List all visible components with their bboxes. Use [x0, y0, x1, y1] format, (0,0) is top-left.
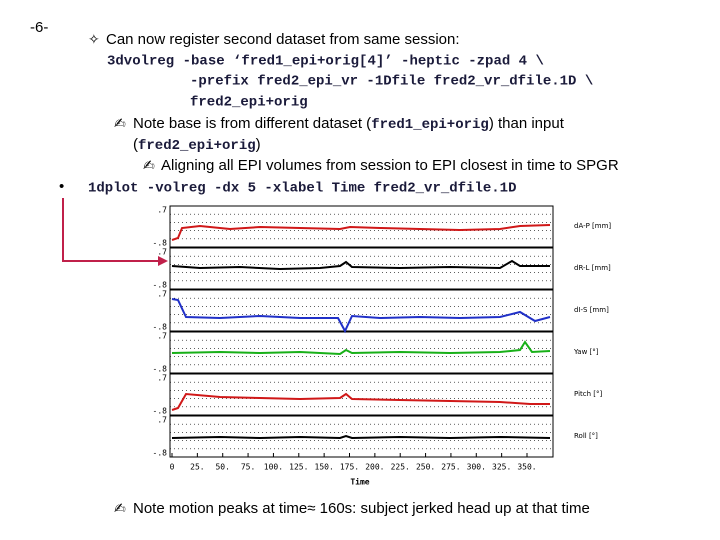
panel-label: Pitch [°] — [574, 390, 602, 398]
panel-label: dA-P [mm] — [574, 222, 611, 230]
note-code: fred1_epi+orig — [371, 117, 489, 133]
x-tick-label: 175. — [340, 463, 359, 472]
x-tick-label: 300. — [467, 463, 486, 472]
x-tick-label: 50. — [215, 463, 229, 472]
panel-label: dR-L [mm] — [574, 264, 611, 272]
trace — [171, 298, 551, 334]
note-line: (fred2_epi+orig) — [133, 136, 261, 154]
note-marker: ✍ — [114, 501, 126, 517]
panel-frame — [169, 415, 554, 458]
y-tick-label: -.8 — [153, 407, 168, 416]
x-tick-label: 125. — [289, 463, 308, 472]
note-code: fred2_epi+orig — [138, 138, 256, 154]
figure: dA-P [mm].7-.8dR-L [mm].7-.8dI-S [mm].7-… — [153, 205, 611, 487]
panel-frame — [169, 205, 554, 248]
bullet-marker: ✧ — [88, 32, 100, 48]
y-tick-label: -.8 — [153, 239, 168, 248]
arrow — [62, 198, 158, 262]
note-text: Note base is from different dataset ( — [133, 115, 371, 132]
trace — [171, 259, 550, 271]
note-marker: ✍ — [143, 158, 155, 174]
y-tick-label: -.8 — [153, 323, 168, 332]
panel-frame — [169, 331, 554, 374]
note-text: Note motion peaks at time≈ 160s: subject… — [133, 500, 590, 517]
page-number: -6- — [30, 19, 48, 36]
x-tick-label: 75. — [241, 463, 255, 472]
trace — [171, 392, 550, 411]
x-axis-label: Time — [350, 477, 369, 487]
trace — [171, 224, 551, 241]
trace — [171, 340, 551, 356]
command-line: -prefix fred2_epi_vr -1Dfile fred2_vr_df… — [190, 74, 593, 90]
panel-frame — [169, 373, 554, 416]
command-line: fred2_epi+orig — [190, 95, 308, 111]
y-tick-label: -.8 — [153, 449, 168, 458]
note-marker: ✍ — [114, 116, 126, 132]
y-tick-label: .7 — [157, 332, 167, 341]
x-tick-label: 250. — [416, 463, 435, 472]
panel-frame — [169, 247, 554, 290]
command-line: 1dplot -volreg -dx 5 -xlabel Time fred2_… — [88, 181, 516, 197]
note-line: Note base is from different dataset (fre… — [133, 115, 565, 133]
x-tick-label: 275. — [441, 463, 460, 472]
x-tick-label: 0 — [170, 463, 175, 472]
trace — [171, 434, 551, 440]
note-text: ( — [133, 136, 138, 153]
y-tick-label: .7 — [157, 206, 167, 215]
y-tick-label: -.8 — [153, 281, 168, 290]
y-tick-label: .7 — [157, 374, 167, 383]
x-tick-label: 225. — [391, 463, 410, 472]
panel-frame — [169, 289, 554, 332]
panel-label: Yaw [°] — [573, 348, 599, 356]
panel-label: dI-S [mm] — [574, 306, 609, 314]
intro-text: Can now register second dataset from sam… — [106, 31, 460, 48]
panel-label: Roll [°] — [574, 432, 598, 440]
note-text: Aligning all EPI volumes from session to… — [161, 157, 619, 174]
note-text: ) than input — [489, 115, 565, 132]
y-tick-label: .7 — [157, 290, 167, 299]
y-tick-label: .7 — [157, 416, 167, 425]
note-text: ) — [256, 136, 261, 153]
x-tick-label: 350. — [517, 463, 536, 472]
x-tick-label: 200. — [365, 463, 384, 472]
command-line: 3dvolreg -base ‘fred1_epi+orig[4]’ -hept… — [107, 54, 544, 70]
x-tick-label: 150. — [315, 463, 334, 472]
bullet-marker: • — [59, 178, 64, 195]
x-tick-label: 25. — [190, 463, 204, 472]
arrow-head — [158, 256, 168, 266]
y-tick-label: -.8 — [153, 365, 168, 374]
x-tick-label: 100. — [264, 463, 283, 472]
x-tick-label: 325. — [492, 463, 511, 472]
y-tick-label: .7 — [157, 248, 167, 257]
